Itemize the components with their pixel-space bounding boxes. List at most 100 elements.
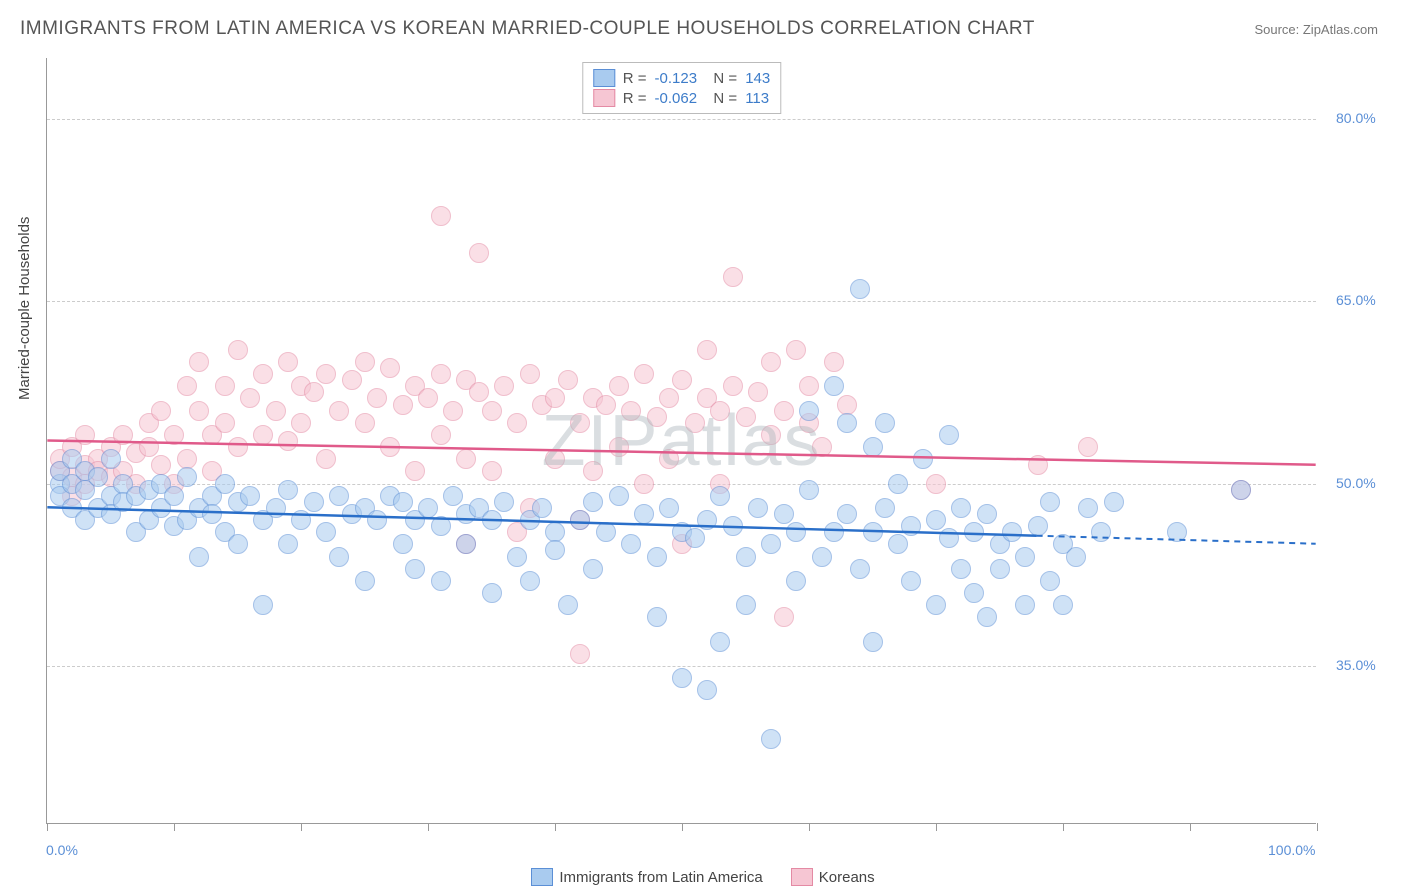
data-point [659,498,679,518]
data-point [393,534,413,554]
data-point [824,376,844,396]
y-axis-label: Married-couple Households [16,217,33,400]
data-point [228,340,248,360]
data-point [786,522,806,542]
x-tick-label: 0.0% [46,842,78,858]
data-point [469,243,489,263]
data-point [101,449,121,469]
data-point [494,492,514,512]
x-tick [1063,823,1064,831]
data-point [863,437,883,457]
data-point [228,437,248,457]
data-point [139,437,159,457]
data-point [151,401,171,421]
data-point [545,522,565,542]
data-point [685,528,705,548]
data-point [558,370,578,390]
data-point [634,474,654,494]
stat-r-label: R = [623,70,647,87]
data-point [367,510,387,530]
x-tick [809,823,810,831]
data-point [723,267,743,287]
data-point [901,516,921,536]
data-point [774,607,794,627]
data-point [901,571,921,591]
data-point [329,547,349,567]
data-point [418,498,438,518]
data-point [342,370,362,390]
data-point [1028,516,1048,536]
data-point [596,522,616,542]
data-point [736,547,756,567]
data-point [202,504,222,524]
data-point [355,571,375,591]
data-point [1002,522,1022,542]
data-point [418,388,438,408]
legend-stat-row: R = -0.062 N = 113 [593,89,770,107]
x-tick [936,823,937,831]
gridline [47,119,1316,120]
data-point [520,364,540,384]
x-tick [47,823,48,831]
data-point [1015,595,1035,615]
legend-swatch [593,89,615,107]
data-point [647,547,667,567]
data-point [774,504,794,524]
data-point [1040,492,1060,512]
data-point [710,632,730,652]
data-point [266,401,286,421]
data-point [405,461,425,481]
data-point [278,534,298,554]
data-point [367,388,387,408]
data-point [240,486,260,506]
data-point [888,474,908,494]
data-point [659,388,679,408]
data-point [863,632,883,652]
data-point [939,528,959,548]
data-point [888,534,908,554]
data-point [977,504,997,524]
data-point [482,510,502,530]
data-point [875,413,895,433]
data-point [761,534,781,554]
data-point [482,461,502,481]
data-point [812,547,832,567]
chart-source: Source: ZipAtlas.com [1254,22,1378,37]
data-point [736,595,756,615]
data-point [875,498,895,518]
data-point [278,431,298,451]
data-point [659,449,679,469]
data-point [494,376,514,396]
legend-stat-row: R = -0.123 N = 143 [593,69,770,87]
x-tick [682,823,683,831]
data-point [304,382,324,402]
gridline [47,484,1316,485]
data-point [507,547,527,567]
y-tick-label: 50.0% [1336,475,1376,491]
data-point [151,455,171,475]
data-point [570,510,590,530]
data-point [253,364,273,384]
data-point [545,388,565,408]
data-point [1167,522,1187,542]
data-point [189,352,209,372]
x-tick-label: 100.0% [1268,842,1315,858]
legend-stats: R = -0.123 N = 143 R = -0.062 N = 113 [582,62,781,114]
data-point [799,480,819,500]
legend-swatch [593,69,615,87]
data-point [291,510,311,530]
data-point [990,559,1010,579]
data-point [316,449,336,469]
data-point [291,413,311,433]
data-point [545,449,565,469]
data-point [431,425,451,445]
data-point [177,376,197,396]
data-point [558,595,578,615]
data-point [443,486,463,506]
data-point [240,388,260,408]
data-point [609,437,629,457]
data-point [583,492,603,512]
data-point [507,413,527,433]
data-point [710,401,730,421]
data-point [672,668,692,688]
